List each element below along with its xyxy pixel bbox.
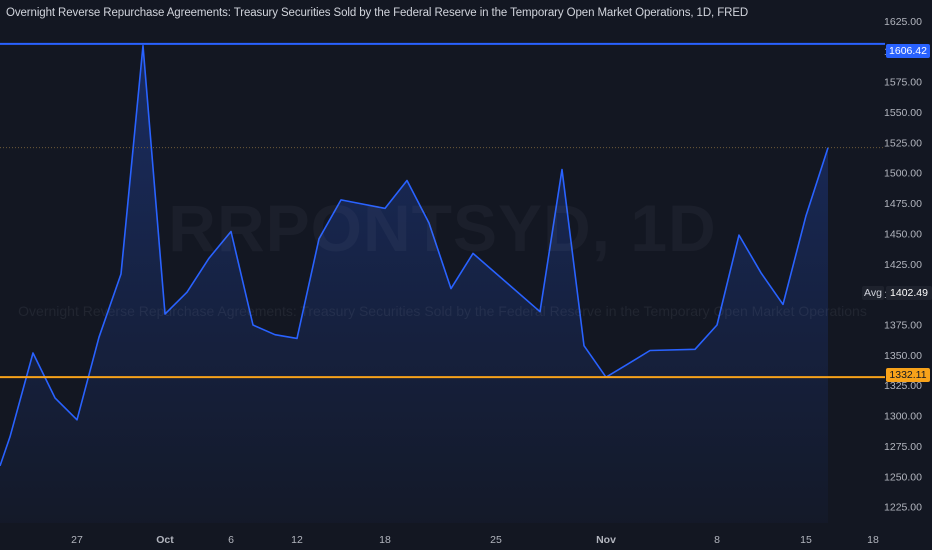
x-tick-label: 27 xyxy=(71,534,83,546)
y-tick-label: 1350.00 xyxy=(884,350,922,362)
y-tick-label: 1550.00 xyxy=(884,107,922,119)
series-line[interactable] xyxy=(0,44,829,467)
area-fill-layer xyxy=(0,45,828,523)
x-tick-label: 8 xyxy=(714,534,720,546)
x-tick-label: Oct xyxy=(156,534,174,546)
y-tick-label: 1250.00 xyxy=(884,471,922,483)
series-line-layer xyxy=(0,44,829,467)
x-tick-label: 6 xyxy=(228,534,234,546)
y-tick-label: 1625.00 xyxy=(884,16,922,28)
time-axis[interactable]: 27 Oct 6 12 18 25 Nov 8 15 18 xyxy=(71,534,879,546)
symbol-watermark: RRPONTSYD, 1D xyxy=(168,191,717,265)
x-tick-label: 25 xyxy=(490,534,502,546)
y-tick-label: 1425.00 xyxy=(884,259,922,271)
series-area xyxy=(0,45,828,523)
avg-value: 1402.49 xyxy=(886,286,932,300)
max-price-badge: 1606.42 xyxy=(886,44,930,58)
y-tick-label: 1500.00 xyxy=(884,168,922,180)
y-tick-label: 1475.00 xyxy=(884,198,922,210)
avg-label: Avg xyxy=(862,286,884,300)
price-axis[interactable]: 1225.00 1250.00 1275.00 1300.00 1325.00 1350.… xyxy=(884,16,922,514)
chart-title[interactable]: Overnight Reverse Repurchase Agreements:… xyxy=(6,7,749,19)
y-tick-label: 1575.00 xyxy=(884,77,922,89)
x-tick-label: Nov xyxy=(596,534,616,546)
y-tick-label: 1450.00 xyxy=(884,228,922,240)
y-tick-label: 1300.00 xyxy=(884,411,922,423)
description-watermark: Overnight Reverse Repurchase Agreements:… xyxy=(18,303,867,319)
y-tick-label: 1275.00 xyxy=(884,441,922,453)
y-tick-label: 1325.00 xyxy=(884,380,922,392)
y-tick-label: 1225.00 xyxy=(884,502,922,514)
min-price-badge: 1332.11 xyxy=(886,368,930,382)
x-tick-label: 12 xyxy=(291,534,303,546)
y-tick-label: 1375.00 xyxy=(884,320,922,332)
x-tick-label: 18 xyxy=(379,534,391,546)
y-tick-label: 1525.00 xyxy=(884,137,922,149)
x-tick-label: 18 xyxy=(867,534,879,546)
x-tick-label: 15 xyxy=(800,534,812,546)
reference-lines[interactable] xyxy=(0,42,885,379)
